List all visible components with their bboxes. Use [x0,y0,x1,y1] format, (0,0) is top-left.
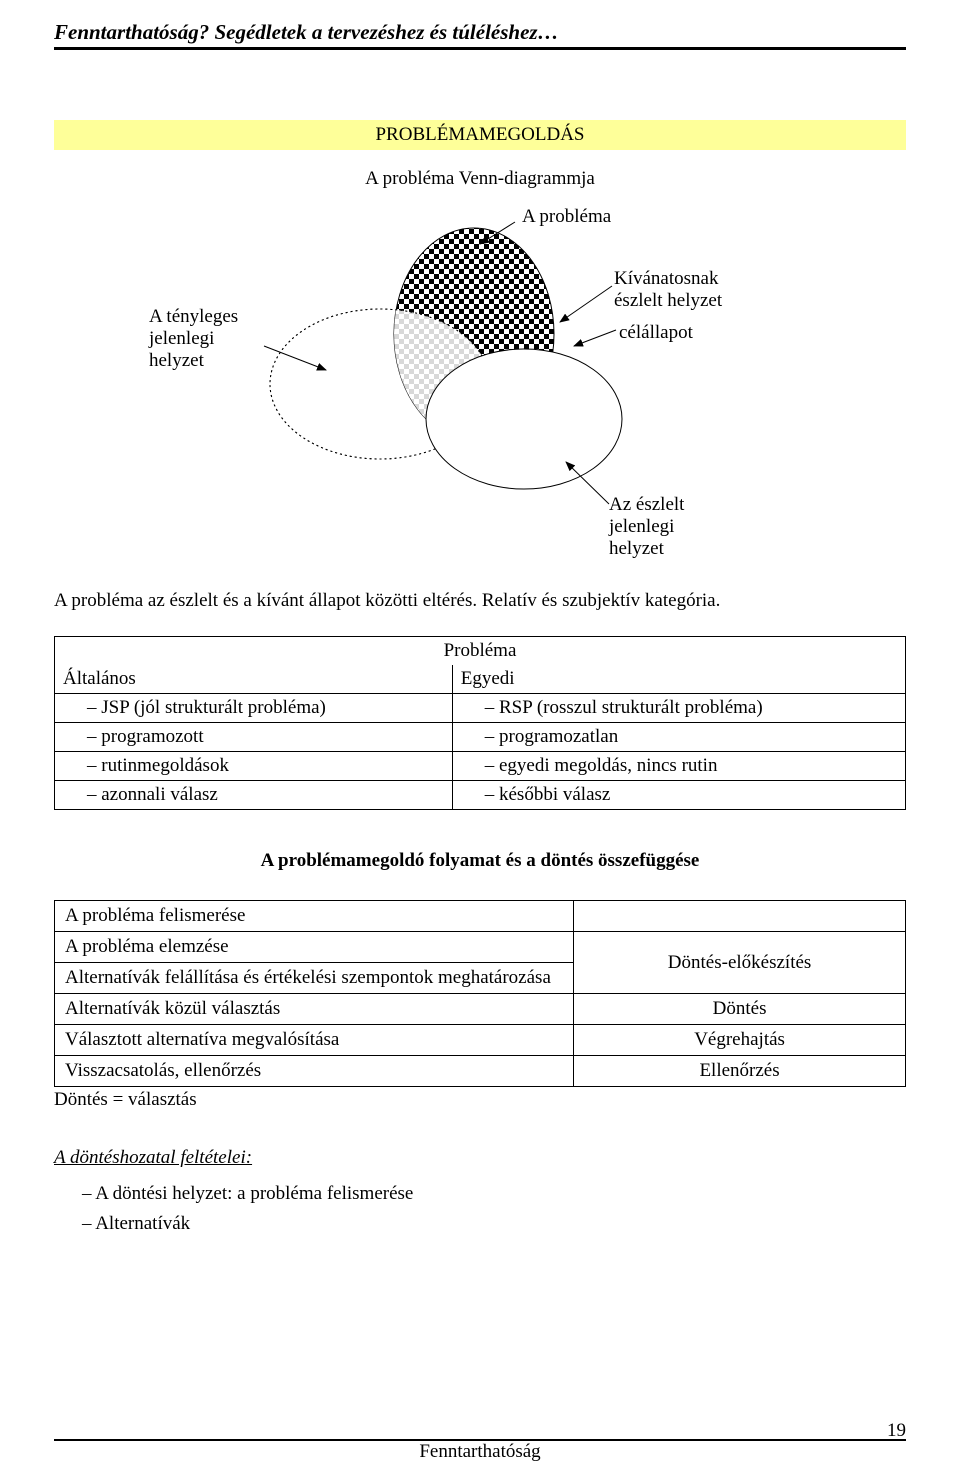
venn-ellipse-perceived [426,349,622,489]
page: Fenntarthatóság? Segédletek a tervezéshe… [0,0,960,1483]
process-table: A probléma felismerése A probléma elemzé… [54,900,906,1087]
t1-cell: RSP (rosszul strukturált probléma) [452,694,905,723]
t2-left: A probléma elemzése [55,932,574,963]
t2-right: Döntés-előkészítés [574,932,906,994]
arrow-right-top [560,286,612,322]
section2-title: A problémamegoldó folyamat és a döntés ö… [54,850,906,872]
venn-label-right-top: Kívánatosnak észlelt helyzet [614,268,722,312]
table1-head-right: Egyedi [452,665,905,694]
t2-left: A probléma felismerése [55,901,574,932]
t2-right: Ellenőrzés [574,1056,906,1087]
header-rule [54,47,906,50]
venn-caption: A probléma az észlelt és a kívánt állapo… [54,590,906,612]
venn-label-right-mid: célállapot [619,322,693,344]
running-title: Fenntarthatóság? Segédletek a tervezéshe… [54,20,906,45]
t1-cell: programozott [55,723,453,752]
venn-label-bottom: Az észlelt jelenlegi helyzet [609,494,684,560]
section-subtitle: A probléma Venn-diagrammja [54,168,906,190]
t1-cell: programozatlan [452,723,905,752]
after-table2-note: Döntés = választás [54,1089,906,1111]
t2-left: Visszacsatolás, ellenőrzés [55,1056,574,1087]
venn-svg [54,214,906,584]
t1-cell: későbbi válasz [452,781,905,810]
venn-label-left: A tényleges jelenlegi helyzet [149,306,238,372]
page-footer: 19 Fenntarthatóság [54,1420,906,1463]
venn-diagram: A probléma A tényleges jelenlegi helyzet… [54,214,906,584]
t2-right: Végrehajtás [574,1025,906,1056]
t1-cell: egyedi megoldás, nincs rutin [452,752,905,781]
t2-left: Választott alternatíva megvalósítása [55,1025,574,1056]
arrow-right-mid [574,330,616,346]
table1-title: Probléma [55,637,906,666]
table1-head-left: Általános [55,665,453,694]
t2-left: Alternatívák közül választás [55,994,574,1025]
t1-cell: azonnali válasz [55,781,453,810]
footer-title: Fenntarthatóság [54,1441,906,1463]
section-banner: PROBLÉMAMEGOLDÁS [54,120,906,150]
problem-type-table: Probléma Általános Egyedi JSP (jól struk… [54,636,906,810]
condition-item: A döntési helyzet: a probléma felismerés… [54,1183,906,1205]
venn-label-top: A probléma [522,206,611,228]
t2-right-empty [574,901,906,932]
conditions-list: A döntési helyzet: a probléma felismerés… [54,1183,906,1235]
t1-cell: JSP (jól strukturált probléma) [55,694,453,723]
t2-left: Alternatívák felállítása és értékelési s… [55,963,574,994]
conditions-title: A döntéshozatal feltételei: [54,1147,906,1169]
t2-right: Döntés [574,994,906,1025]
t1-cell: rutinmegoldások [55,752,453,781]
condition-item: Alternatívák [54,1213,906,1235]
